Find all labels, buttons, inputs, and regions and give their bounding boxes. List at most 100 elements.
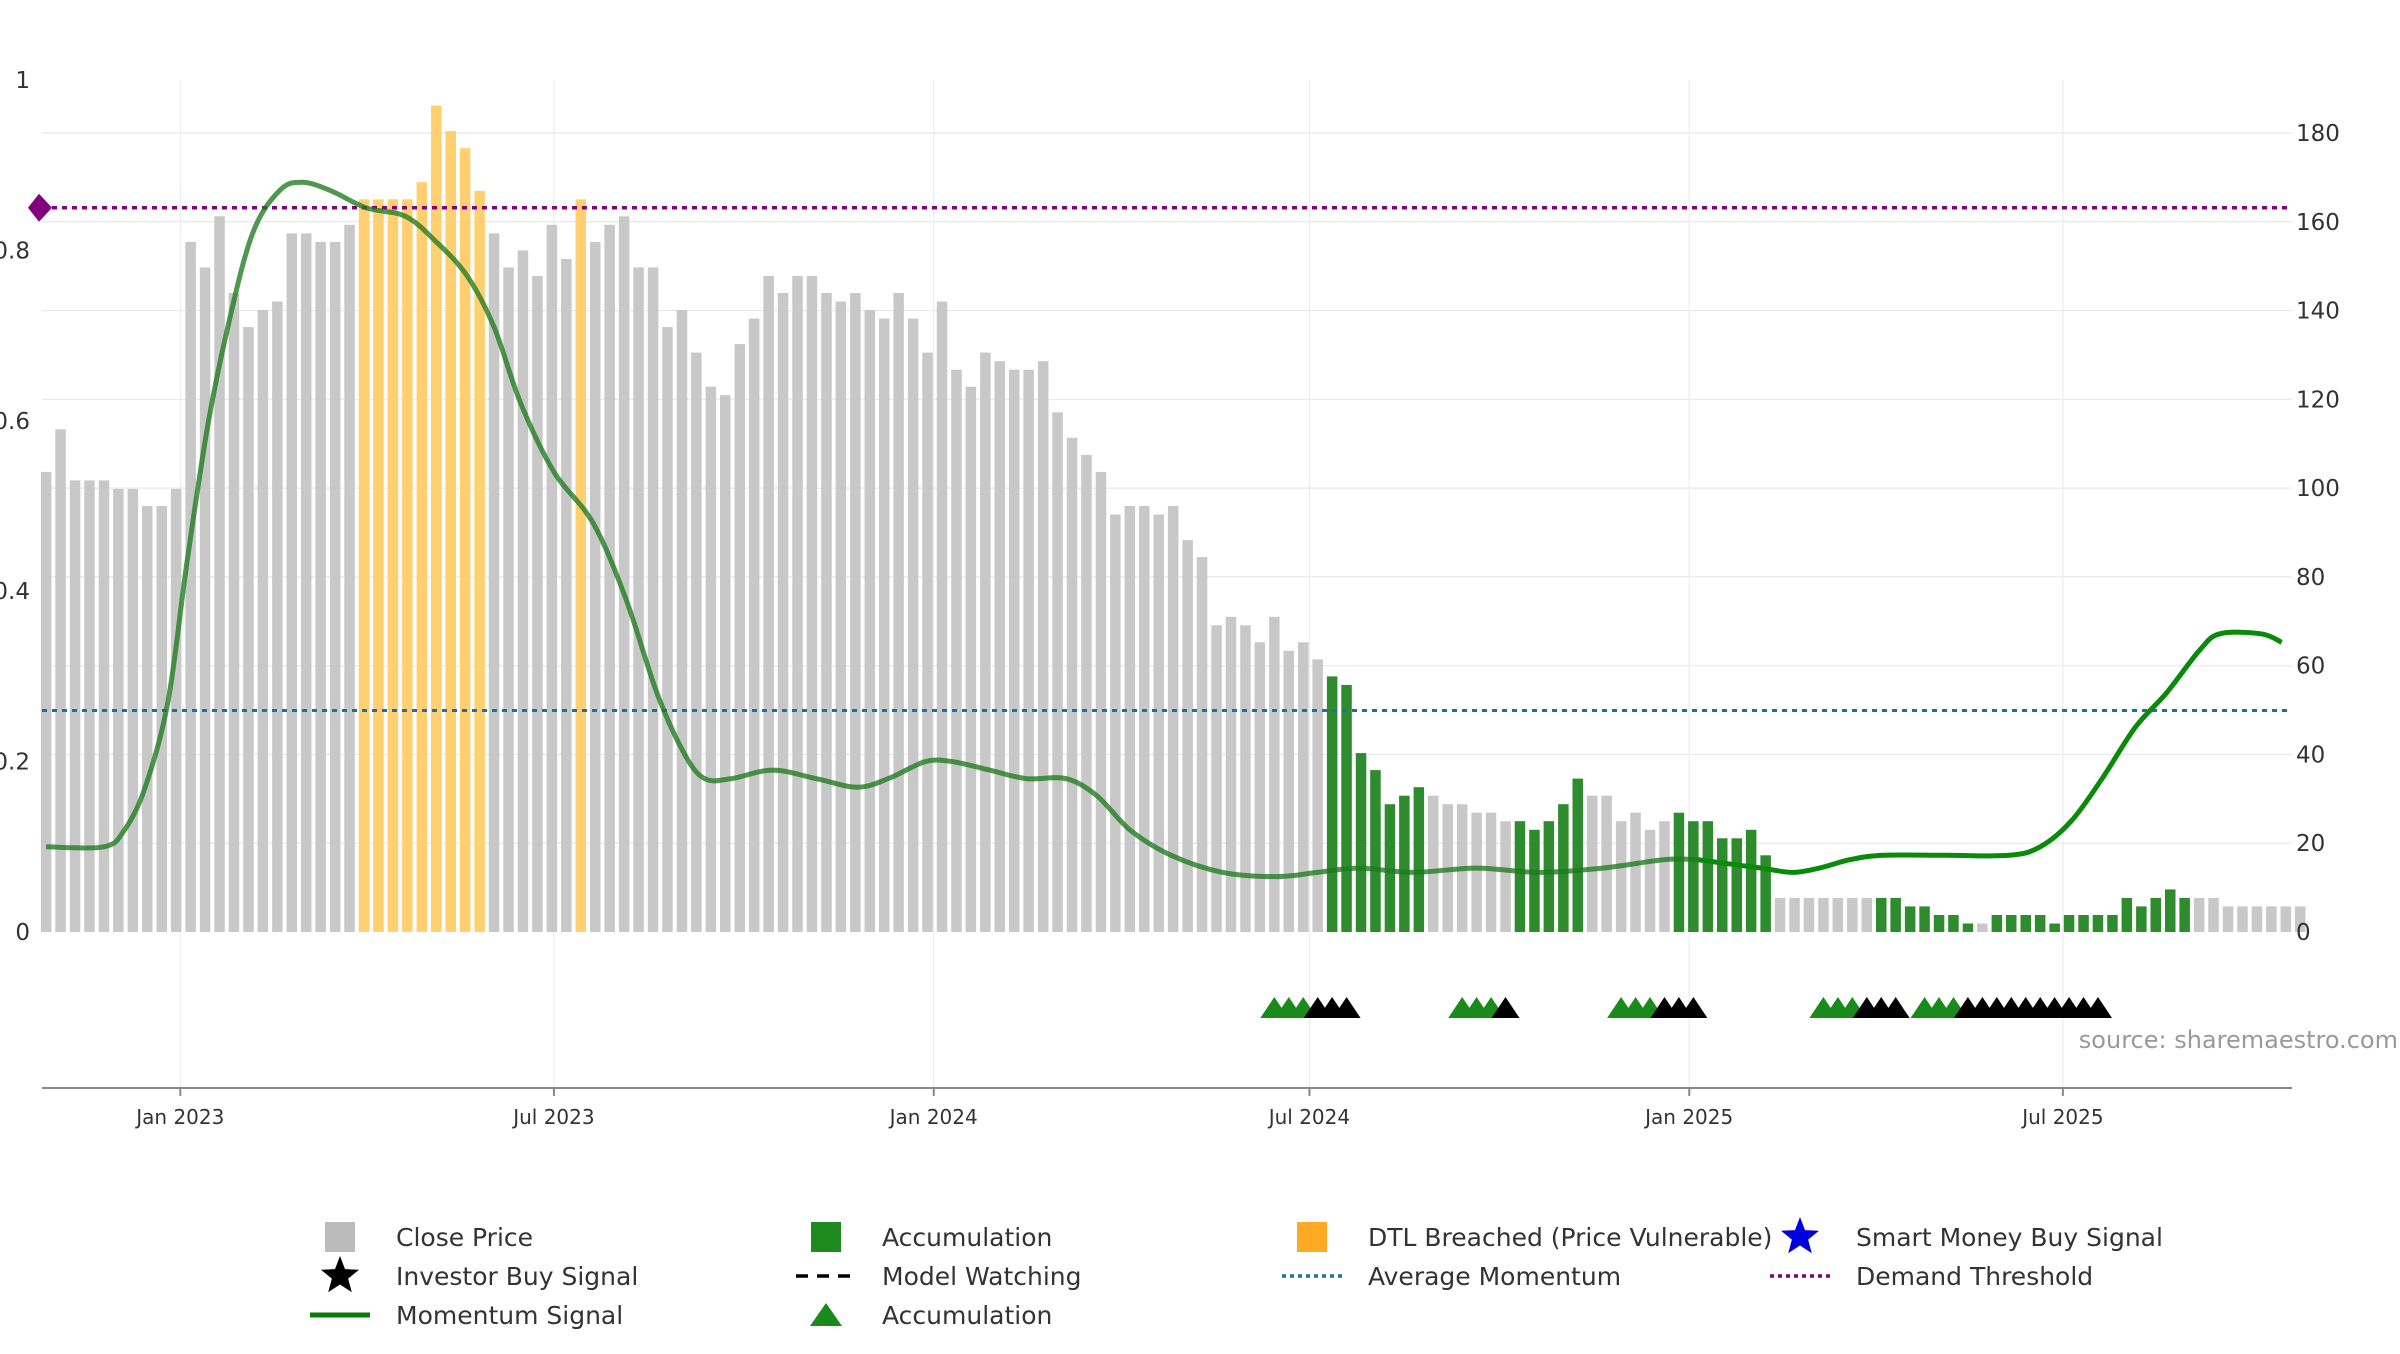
bar-close: [243, 327, 254, 933]
bar-close: [662, 327, 673, 933]
bar-dtl: [445, 131, 456, 933]
price-bars: [40, 105, 2306, 933]
bar-accumulation: [1745, 829, 1757, 932]
bar-accumulation: [2121, 897, 2133, 932]
bar-close: [55, 429, 66, 932]
bar-close: [1601, 795, 1612, 932]
bar-close: [1818, 897, 1829, 932]
marker-investor: [1491, 997, 1520, 1018]
bar-accumulation: [1673, 812, 1685, 932]
legend-item-investor: Investor Buy Signal: [321, 1256, 638, 1293]
bar-close: [604, 224, 615, 933]
bar-close: [1283, 650, 1294, 932]
bar-close: [113, 489, 124, 932]
bar-close: [546, 224, 558, 933]
bar-dtl: [575, 199, 586, 933]
bar-close: [720, 395, 731, 932]
bar-close: [214, 216, 225, 933]
bar-close: [922, 352, 933, 933]
right-axis-tick: 40: [2296, 742, 2325, 768]
bar-close: [1110, 514, 1121, 932]
legend: Close Price Accumulation DTL Breached (Pri…: [310, 1217, 2163, 1330]
bar-close: [1485, 812, 1497, 932]
right-axis-tick: 140: [2296, 299, 2340, 325]
bar-close: [1009, 369, 1020, 932]
bar-close: [806, 276, 818, 932]
bar-close: [1254, 642, 1266, 932]
bar-close: [1240, 625, 1251, 932]
bar-accumulation: [1890, 897, 1901, 932]
bar-close: [532, 276, 543, 932]
bar-close: [907, 318, 919, 933]
bar-close: [1789, 897, 1800, 932]
legend-symbol-smart-money: [1781, 1217, 1819, 1254]
right-axis-tick: 120: [2296, 387, 2340, 413]
bar-close: [2280, 906, 2292, 932]
bar-close: [142, 506, 153, 932]
legend-label-smart-money: Smart Money Buy Signal: [1856, 1223, 2163, 1252]
bar-close: [503, 267, 514, 932]
bar-close: [980, 352, 991, 933]
bar-dtl: [387, 199, 399, 933]
bar-accumulation: [1355, 753, 1367, 932]
legend-symbol-investor: [321, 1256, 359, 1293]
bar-close: [1196, 557, 1208, 932]
bar-close: [705, 386, 717, 932]
marker-investor: [1679, 997, 1708, 1018]
bar-accumulation: [1326, 676, 1338, 932]
left-axis-tick: 0.2: [0, 750, 30, 776]
bar-close: [1847, 897, 1858, 932]
bar-close: [199, 267, 211, 932]
bar-close: [1471, 812, 1482, 932]
bar-close: [2266, 906, 2277, 932]
bar-close: [676, 310, 688, 932]
bar-close: [1644, 829, 1656, 932]
marker-investor: [2084, 997, 2112, 1018]
bar-accumulation: [2179, 897, 2190, 932]
bar-close: [40, 471, 52, 932]
bar-close: [1832, 897, 1844, 932]
bar-close: [69, 480, 81, 932]
right-axis-tick: 20: [2296, 831, 2325, 857]
bar-accumulation: [2063, 915, 2075, 932]
legend-symbol-dtl: [1297, 1222, 1327, 1252]
bar-close: [1095, 471, 1107, 932]
marker-investor: [1332, 997, 1361, 1018]
bar-close: [647, 267, 659, 932]
bar-close: [1023, 369, 1034, 932]
legend-label-model-watching: Model Watching: [882, 1262, 1082, 1291]
bar-close: [864, 310, 875, 932]
left-axis-tick: 0: [15, 920, 30, 946]
bar-accumulation: [1702, 821, 1714, 932]
legend-label-average-momentum: Average Momentum: [1368, 1262, 1621, 1291]
bar-dtl: [358, 199, 370, 933]
momentum-signal-line-recent: [1697, 629, 2283, 875]
bar-accumulation: [1688, 821, 1699, 932]
bar-dtl: [474, 190, 485, 933]
left-axis-tick: 0.6: [0, 409, 30, 435]
bar-close: [2295, 906, 2306, 932]
bar-accumulation: [1717, 838, 1728, 932]
bar-accumulation: [1991, 915, 2003, 932]
bar-close: [1774, 897, 1786, 932]
bar-close: [1428, 795, 1439, 932]
legend-item-dtl: DTL Breached (Price Vulnerable): [1297, 1222, 1772, 1252]
bar-accumulation: [1919, 906, 1930, 932]
bar-close: [98, 480, 110, 932]
bar-close: [792, 276, 803, 932]
bar-close: [517, 250, 529, 932]
bar-close: [1037, 361, 1049, 932]
bar-close: [2251, 906, 2263, 932]
legend-item-demand-threshold: Demand Threshold: [1770, 1262, 2093, 1291]
bar-close: [893, 293, 904, 932]
bar-accumulation: [1529, 829, 1540, 932]
bar-close: [618, 216, 630, 933]
bar-close: [835, 301, 847, 932]
bar-close: [488, 233, 500, 932]
bar-close: [951, 369, 962, 932]
bar-accumulation: [2034, 915, 2046, 932]
bar-accumulation: [1572, 778, 1583, 932]
bar-close: [301, 233, 312, 932]
